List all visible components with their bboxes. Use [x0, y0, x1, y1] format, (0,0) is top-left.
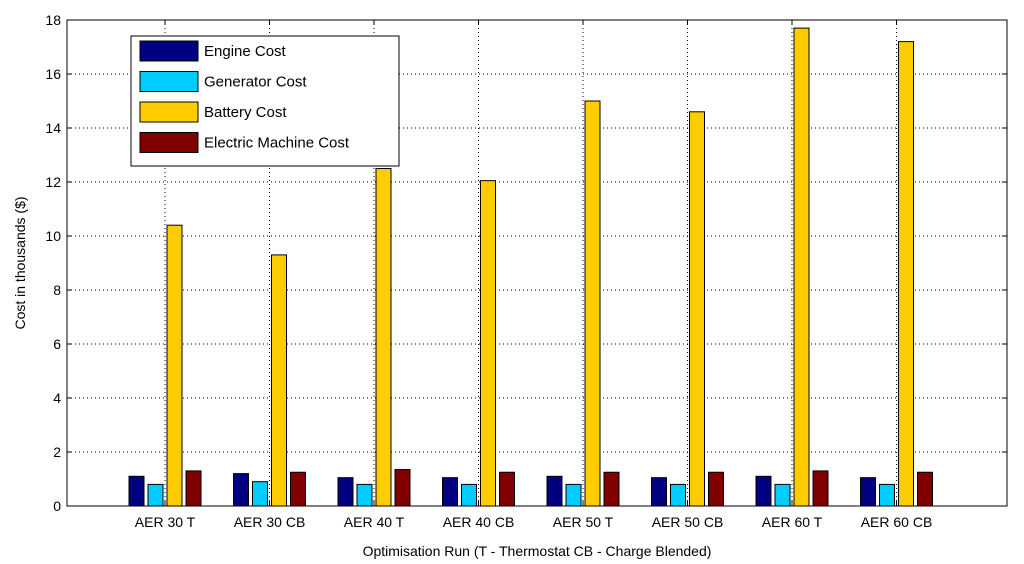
bar-engine-cost-2 — [337, 477, 354, 507]
bar-electric-machine-cost-6 — [812, 470, 829, 507]
legend-swatch — [139, 71, 199, 92]
x-tick-label: AER 30 CB — [234, 514, 306, 530]
y-axis-ticks: 0 2 4 6 8 10 12 14 16 18 — [45, 12, 1007, 514]
x-tick-label: AER 40 T — [344, 514, 405, 530]
bar-generator-cost-3 — [461, 483, 477, 507]
bar-engine-cost-3 — [442, 477, 458, 507]
bar-electric-machine-cost-4 — [603, 471, 620, 507]
y-tick-label: 8 — [53, 282, 61, 298]
x-axis-title: Optimisation Run (T - Thermostat CB - Ch… — [363, 543, 712, 559]
bar-electric-machine-cost-0 — [185, 470, 202, 507]
bar-generator-cost-1 — [252, 481, 268, 507]
bar-engine-cost-1 — [233, 473, 249, 507]
bar-battery-cost-3 — [480, 180, 496, 507]
bar-battery-cost-4 — [584, 100, 601, 507]
bar-battery-cost-0 — [166, 224, 183, 507]
plot-area-frame — [66, 19, 1008, 507]
y-axis-title: Cost in thousands ($) — [12, 196, 28, 329]
bar-battery-cost-6 — [793, 27, 810, 507]
legend-entry: Generator Cost — [204, 74, 307, 91]
bar-engine-cost-7 — [860, 477, 876, 507]
bar-generator-cost-2 — [356, 483, 373, 507]
bar-generator-cost-5 — [670, 483, 686, 507]
legend-entry: Battery Cost — [204, 104, 287, 121]
legend-swatch — [139, 40, 199, 62]
legend-entry: Engine Cost — [204, 43, 287, 60]
bar-battery-cost-1 — [271, 254, 287, 507]
bar-engine-cost-0 — [128, 475, 145, 507]
y-tick-label: 2 — [53, 444, 61, 460]
x-axis-ticks: AER 30 T AER 30 CB AER 40 T AER 40 CB AER 50… — [135, 20, 933, 530]
legend: Engine Cost Generator Cost Battery Cost Ele… — [130, 35, 400, 167]
y-tick-label: 10 — [45, 228, 61, 244]
y-tick-label: 16 — [45, 66, 61, 82]
bar-electric-machine-cost-1 — [290, 471, 306, 507]
y-tick-label: 4 — [53, 390, 61, 406]
bar-generator-cost-4 — [565, 483, 582, 507]
y-tick-label: 6 — [53, 336, 61, 352]
x-tick-label: AER 50 CB — [652, 514, 724, 530]
bar-battery-cost-2 — [375, 168, 392, 507]
x-tick-label: AER 50 T — [553, 514, 614, 530]
bar-engine-cost-6 — [755, 475, 772, 507]
bar-battery-cost-7 — [898, 41, 914, 507]
bar-electric-machine-cost-2 — [394, 469, 411, 507]
bar-generator-cost-6 — [774, 483, 791, 507]
bar-generator-cost-7 — [879, 483, 895, 507]
bar-engine-cost-4 — [546, 475, 563, 507]
y-tick-label: 14 — [45, 120, 61, 136]
bar-battery-cost-5 — [689, 111, 705, 507]
bar-engine-cost-5 — [651, 477, 667, 507]
bar-electric-machine-cost-7 — [917, 471, 933, 507]
x-tick-label: AER 40 CB — [443, 514, 515, 530]
bar-electric-machine-cost-5 — [708, 471, 724, 507]
y-tick-label: 12 — [45, 174, 61, 190]
bar-electric-machine-cost-3 — [499, 471, 515, 507]
legend-swatch — [139, 132, 199, 153]
x-tick-label: AER 60 T — [762, 514, 823, 530]
y-tick-label: 18 — [45, 12, 61, 28]
x-tick-label: AER 60 CB — [861, 514, 933, 530]
legend-entry: Electric Machine Cost — [204, 135, 350, 152]
legend-swatch — [139, 101, 199, 123]
x-tick-label: AER 30 T — [135, 514, 196, 530]
bar-generator-cost-0 — [147, 483, 164, 507]
y-tick-label: 0 — [53, 498, 61, 514]
